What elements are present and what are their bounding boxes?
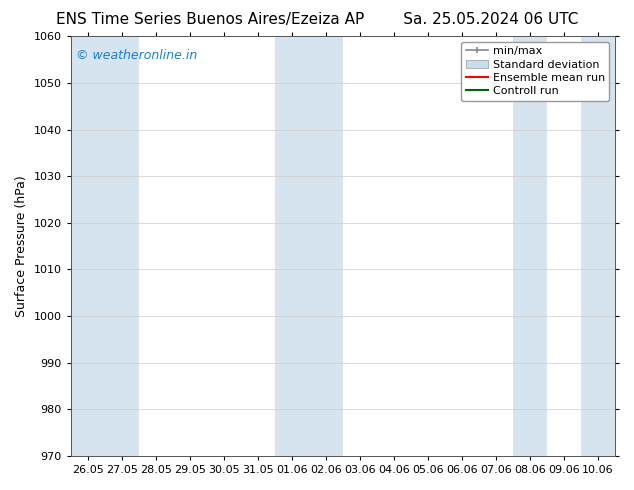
Y-axis label: Surface Pressure (hPa): Surface Pressure (hPa) xyxy=(15,175,28,317)
Bar xyxy=(275,36,309,456)
Bar xyxy=(513,36,547,456)
Legend: min/max, Standard deviation, Ensemble mean run, Controll run: min/max, Standard deviation, Ensemble me… xyxy=(462,42,609,101)
Bar xyxy=(71,36,105,456)
Bar xyxy=(581,36,615,456)
Bar xyxy=(309,36,343,456)
Text: ENS Time Series Buenos Aires/Ezeiza AP        Sa. 25.05.2024 06 UTC: ENS Time Series Buenos Aires/Ezeiza AP S… xyxy=(56,12,578,27)
Bar xyxy=(105,36,139,456)
Text: © weatheronline.in: © weatheronline.in xyxy=(76,49,197,62)
